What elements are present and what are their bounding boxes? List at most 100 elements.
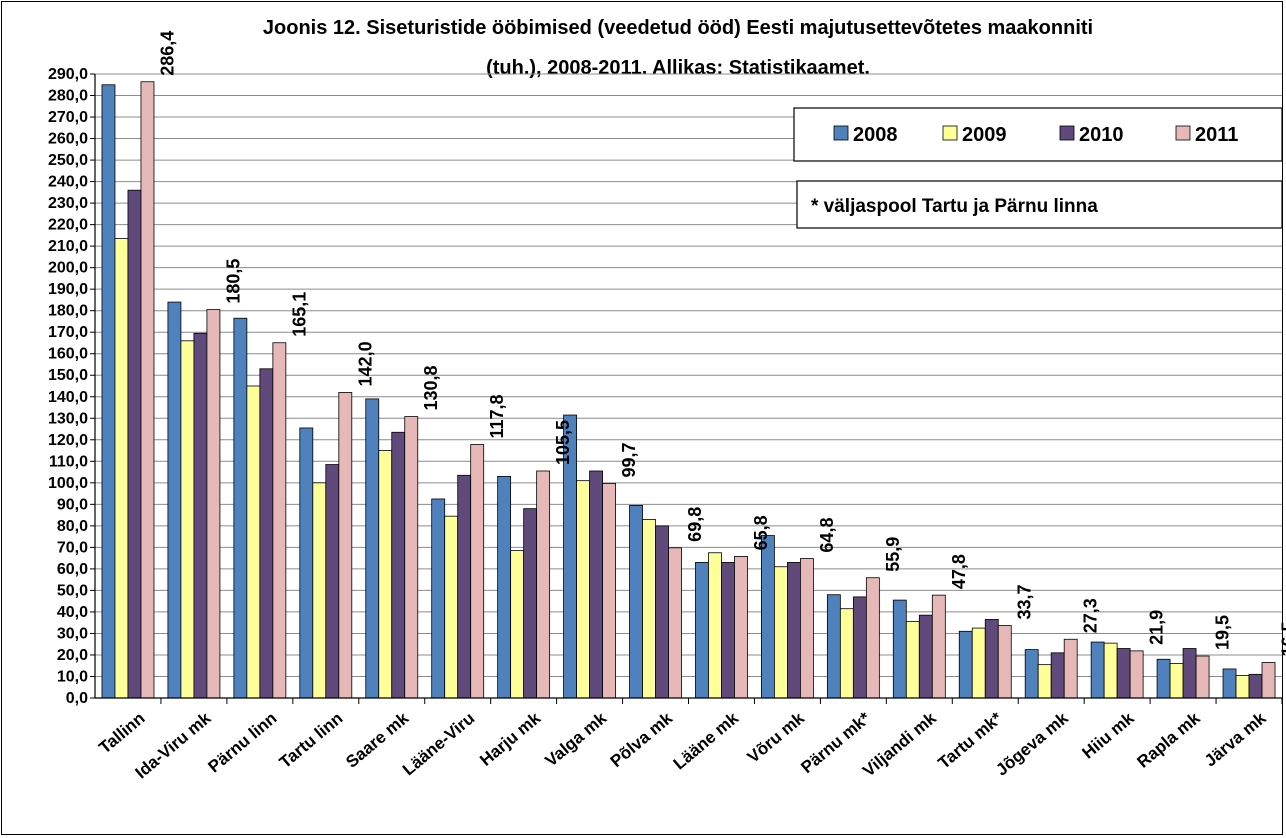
x-category-label: Võru mk	[744, 708, 809, 767]
x-category-label: Jõgeva mk	[992, 708, 1072, 779]
data-label: 64,8	[817, 518, 837, 553]
y-tick-label: 10,0	[57, 668, 88, 685]
x-category-label: Põlva mk	[607, 708, 677, 771]
y-tick-label: 150,0	[48, 367, 88, 384]
bar-2010	[589, 470, 603, 699]
y-tick-label: 0,0	[66, 690, 88, 707]
bar-2009	[510, 550, 525, 699]
bar-2009	[1169, 663, 1184, 699]
x-category-label: Harju mk	[476, 708, 544, 770]
bar-2011	[1063, 638, 1078, 699]
data-label: 47,8	[949, 554, 969, 589]
bar-2011	[1195, 655, 1210, 699]
y-tick-label: 190,0	[48, 281, 88, 298]
y-tick-label: 70,0	[57, 539, 88, 556]
x-category-label: Hiiu mk	[1078, 708, 1138, 762]
y-tick-label: 100,0	[48, 475, 88, 492]
bar-2011	[1261, 662, 1276, 699]
y-axis-ticks: 0,0 10,0 20,0 30,0 40,0 50,0 60,0 70,0 80,0 90,0 1…	[48, 66, 95, 707]
data-label: 130,8	[421, 366, 441, 411]
y-tick-label: 160,0	[48, 346, 88, 363]
x-category-label: Viljandi mk	[859, 708, 940, 780]
bar-2009	[642, 519, 656, 699]
y-tick-label: 200,0	[48, 260, 88, 277]
bar-2011	[206, 309, 221, 699]
bar-2010	[457, 474, 472, 699]
y-tick-label: 170,0	[48, 324, 88, 341]
bar-2008	[695, 562, 709, 699]
note-box	[796, 180, 1283, 229]
bar-2011	[1129, 650, 1144, 699]
bar-2011	[536, 470, 551, 699]
legend-label-2010: 2010	[1079, 124, 1124, 146]
bar-2011	[140, 81, 155, 699]
bar-2008	[431, 498, 446, 699]
bar-2010	[1182, 648, 1197, 699]
data-label: 33,7	[1015, 584, 1035, 619]
bar-2008	[233, 317, 248, 699]
y-tick-label: 210,0	[48, 238, 88, 255]
data-label: 99,7	[619, 442, 639, 477]
bar-2010	[1116, 648, 1131, 699]
y-tick-label: 270,0	[48, 109, 88, 126]
bar-2009	[971, 627, 986, 699]
data-label: 19,5	[1213, 615, 1233, 650]
bar-2011	[470, 444, 485, 699]
bar-2008	[497, 475, 512, 699]
footnote-box: * väljaspool Tartu ja Pärnu linna	[796, 180, 1283, 229]
bar-2009	[378, 450, 393, 699]
y-tick-label: 90,0	[57, 496, 88, 513]
bar-2010	[325, 464, 340, 699]
bar-2008	[892, 599, 907, 699]
bar-2009	[576, 480, 590, 699]
bar-2008	[1222, 668, 1237, 699]
data-label: 55,9	[883, 537, 903, 572]
data-label: 165,1	[289, 292, 309, 337]
bar-2009	[708, 552, 722, 699]
bar-2008	[826, 594, 841, 699]
bar-2010	[127, 189, 142, 699]
bar-2009	[905, 621, 920, 699]
x-category-label: Valga mk	[541, 708, 610, 770]
x-category-label: Lääne-Viru	[399, 709, 478, 780]
bar-2008	[101, 84, 116, 699]
data-label: 65,8	[751, 515, 771, 550]
bar-2011	[865, 577, 880, 699]
bar-2008	[958, 630, 973, 699]
legend-box	[793, 107, 1283, 162]
bar-2009	[774, 566, 788, 699]
bar-2008	[167, 301, 182, 699]
chart-title-line1: Joonis 12. Siseturistide ööbimised (veed…	[263, 17, 1093, 39]
y-tick-label: 280,0	[48, 88, 88, 105]
bar-2011	[734, 556, 748, 699]
bar-2010	[852, 596, 867, 699]
bar-2011	[404, 416, 419, 699]
x-category-label: Tallinn	[95, 709, 148, 758]
y-tick-label: 260,0	[48, 131, 88, 148]
legend-swatch-2008	[833, 125, 849, 141]
x-category-label: Rapla mk	[1134, 708, 1205, 771]
bar-2009	[1103, 642, 1118, 699]
bar-2009	[180, 340, 195, 699]
y-tick-label: 20,0	[57, 647, 88, 664]
data-label: 21,9	[1147, 610, 1167, 645]
y-tick-label: 30,0	[57, 625, 88, 642]
x-category-label: Pärnu linn	[205, 709, 281, 777]
chart-title-line2: (tuh.), 2008-2011. Allikas: Statistikaam…	[486, 57, 870, 79]
bar-2010	[984, 619, 999, 699]
data-labels: 286,4 180,5 165,1 142,0 130,8 117,8 105,5 99,7 6…	[157, 31, 1286, 657]
data-label: 180,5	[223, 259, 243, 304]
data-label: 69,8	[685, 507, 705, 542]
data-label: 117,8	[487, 394, 507, 438]
legend-label-2008: 2008	[853, 124, 898, 146]
y-tick-label: 40,0	[57, 604, 88, 621]
legend-label-2011: 2011	[1195, 124, 1238, 146]
y-tick-label: 230,0	[48, 195, 88, 212]
y-tick-label: 80,0	[57, 518, 88, 535]
data-label: 105,5	[553, 420, 573, 465]
bar-2011	[997, 625, 1012, 699]
y-tick-label: 250,0	[48, 152, 88, 169]
bar-2011	[272, 342, 287, 699]
bar-2008	[1156, 658, 1171, 699]
bar-2008	[1090, 641, 1105, 699]
